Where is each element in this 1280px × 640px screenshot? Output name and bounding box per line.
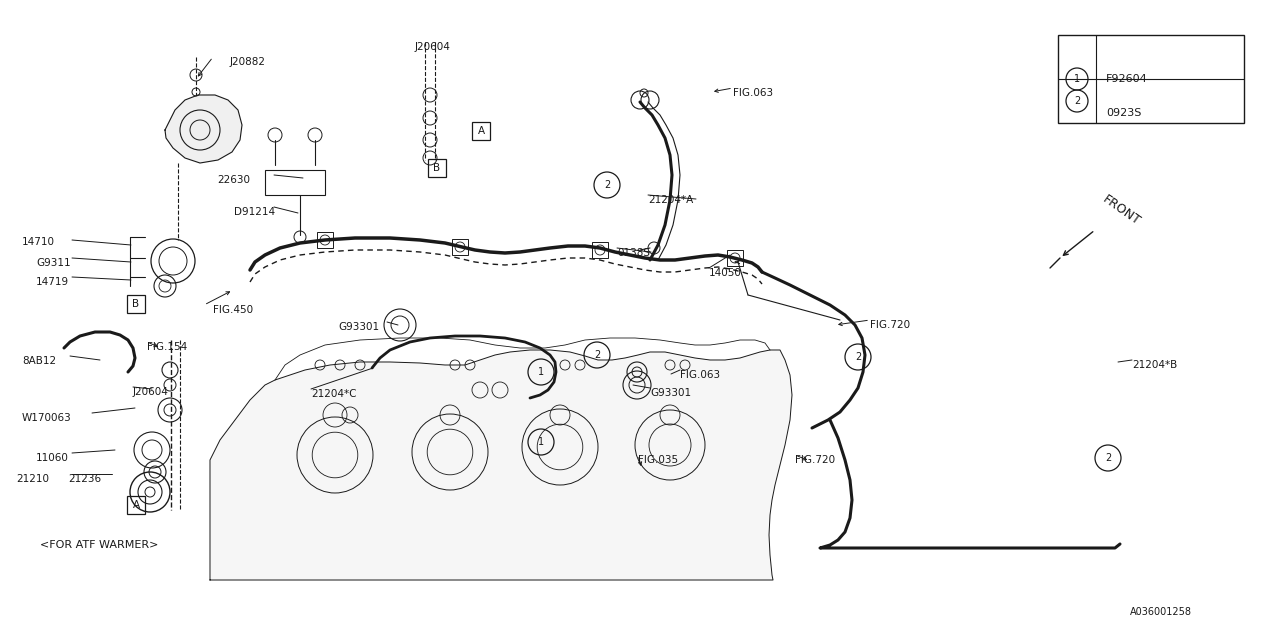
Text: FIG.720: FIG.720 xyxy=(795,455,835,465)
Bar xyxy=(591,242,608,258)
Text: G93301: G93301 xyxy=(650,388,691,398)
Text: 1: 1 xyxy=(538,437,544,447)
Text: FIG.035: FIG.035 xyxy=(637,455,678,465)
Text: 0138S: 0138S xyxy=(617,248,650,258)
Text: 1: 1 xyxy=(1074,74,1080,84)
Text: FIG.063: FIG.063 xyxy=(733,88,773,98)
Text: D91214: D91214 xyxy=(234,207,275,217)
Bar xyxy=(317,232,333,248)
Text: 21204*B: 21204*B xyxy=(1132,360,1178,370)
Text: G93301: G93301 xyxy=(338,322,379,332)
Text: 8AB12: 8AB12 xyxy=(22,356,56,366)
Text: W170063: W170063 xyxy=(22,413,72,423)
Bar xyxy=(127,295,145,313)
Bar xyxy=(127,496,145,514)
Text: B: B xyxy=(434,163,440,173)
Bar xyxy=(1059,35,1244,123)
Text: FIG.450: FIG.450 xyxy=(212,305,253,315)
Text: FIG.063: FIG.063 xyxy=(680,370,721,380)
Text: <FOR ATF WARMER>: <FOR ATF WARMER> xyxy=(40,540,159,550)
Bar xyxy=(472,122,490,140)
Text: 21204*C: 21204*C xyxy=(311,389,357,399)
Text: FIG.154: FIG.154 xyxy=(147,342,187,352)
Text: 14050: 14050 xyxy=(709,268,742,278)
Bar xyxy=(452,239,468,255)
Text: 14710: 14710 xyxy=(22,237,55,247)
Bar xyxy=(727,250,742,266)
Text: 0923S: 0923S xyxy=(1106,108,1142,118)
Text: J20882: J20882 xyxy=(230,57,266,67)
Text: 2: 2 xyxy=(1074,96,1080,106)
Text: 21210: 21210 xyxy=(15,474,49,484)
Text: B: B xyxy=(132,299,140,309)
Text: J20604: J20604 xyxy=(133,387,169,397)
Text: 22630: 22630 xyxy=(218,175,250,185)
Bar xyxy=(428,159,445,177)
Text: 1: 1 xyxy=(538,367,544,377)
Text: 2: 2 xyxy=(855,352,861,362)
Polygon shape xyxy=(165,95,242,163)
Text: 2: 2 xyxy=(604,180,611,190)
Bar xyxy=(265,170,325,195)
Text: G9311: G9311 xyxy=(36,258,70,268)
Text: J20604: J20604 xyxy=(415,42,451,52)
Text: 11060: 11060 xyxy=(36,453,69,463)
Text: 21236: 21236 xyxy=(68,474,101,484)
Text: FRONT: FRONT xyxy=(1100,193,1143,228)
Text: FIG.720: FIG.720 xyxy=(870,320,910,330)
Text: 2: 2 xyxy=(594,350,600,360)
Text: A036001258: A036001258 xyxy=(1130,607,1192,617)
Text: F92604: F92604 xyxy=(1106,74,1148,84)
Text: A: A xyxy=(132,500,140,510)
Text: 21204*A: 21204*A xyxy=(648,195,694,205)
Text: 14719: 14719 xyxy=(36,277,69,287)
Text: 2: 2 xyxy=(1105,453,1111,463)
Text: A: A xyxy=(477,126,485,136)
Polygon shape xyxy=(210,350,792,580)
